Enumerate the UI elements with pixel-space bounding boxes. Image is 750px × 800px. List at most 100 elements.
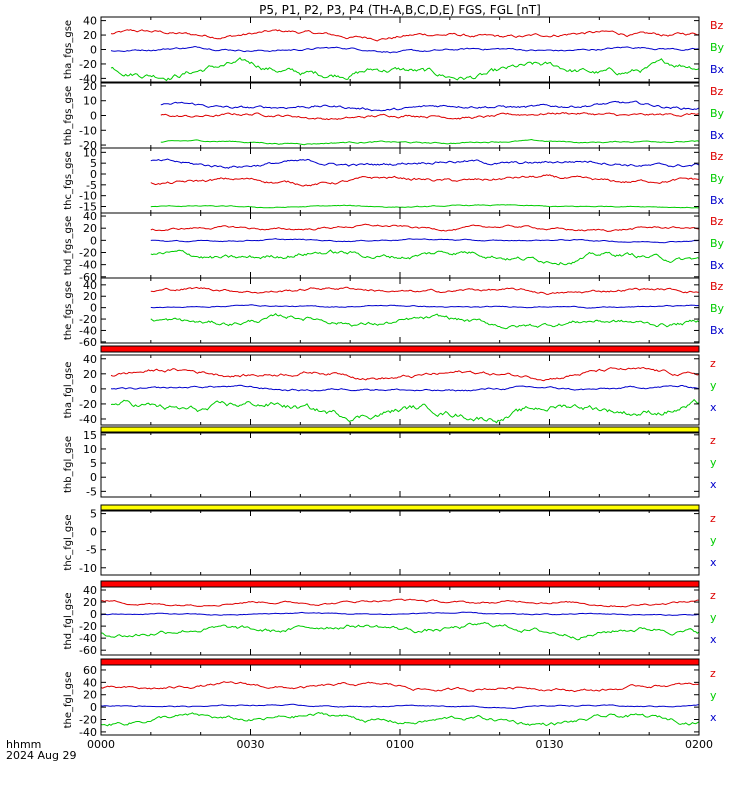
legend-Bx: Bx bbox=[710, 129, 725, 142]
series-line-Bz bbox=[150, 223, 700, 233]
y-tick-label: 60 bbox=[83, 664, 97, 677]
series-line-Bz bbox=[150, 286, 699, 295]
y-tick-label: 5 bbox=[90, 457, 97, 470]
panel-stack: BzByBx40200-20-40tha_fgs_gseBzByBx20100-… bbox=[63, 15, 725, 739]
y-tick-label: -20 bbox=[79, 398, 97, 411]
legend-z: z bbox=[710, 512, 716, 525]
y-axis-label: thc_fgs_gse bbox=[63, 151, 74, 210]
y-axis-label: thb_fgs_gse bbox=[63, 86, 74, 145]
series-line-z bbox=[100, 598, 700, 608]
time-axis-unit-label: hhmm bbox=[6, 738, 41, 751]
legend-Bx: Bx bbox=[710, 194, 725, 207]
legend-y: y bbox=[710, 689, 717, 702]
y-tick-label: 0 bbox=[90, 234, 97, 247]
series-line-Bx bbox=[150, 238, 700, 244]
series-line-Bx bbox=[150, 304, 700, 309]
legend-x: x bbox=[710, 556, 717, 569]
y-tick-label: 40 bbox=[83, 15, 97, 28]
y-tick-label: -15 bbox=[79, 201, 97, 214]
time-axis: 0000 0030 0100 0130 0200 bbox=[87, 738, 713, 751]
y-axis-label: thb_fgl_gse bbox=[63, 436, 74, 493]
y-axis-label: the_fgs_gse bbox=[63, 281, 74, 340]
series-line-Bx bbox=[110, 46, 700, 54]
series-line-By bbox=[110, 57, 700, 82]
y-tick-label: -5 bbox=[86, 485, 97, 498]
legend-z: z bbox=[710, 667, 716, 680]
legend-y: y bbox=[710, 456, 717, 469]
panel-frame bbox=[100, 212, 700, 279]
y-tick-label: -10 bbox=[79, 562, 97, 575]
y-tick-label: 20 bbox=[83, 80, 97, 93]
legend-y: y bbox=[710, 611, 717, 624]
y-tick-label: -20 bbox=[79, 620, 97, 633]
series-line-Bx bbox=[160, 100, 700, 112]
legend-Bz: Bz bbox=[710, 85, 724, 98]
y-axis-label: the_fgl_gse bbox=[63, 672, 74, 729]
legend-z: z bbox=[710, 434, 716, 447]
panel: zyx 40 20 0 -20 -40 tha_fgl_gse bbox=[63, 353, 717, 434]
y-tick-label: 10 bbox=[83, 146, 97, 159]
series-line-By bbox=[150, 313, 700, 330]
series-line-y bbox=[100, 621, 700, 641]
y-tick-label: -60 bbox=[79, 644, 97, 657]
legend-x: x bbox=[710, 401, 717, 414]
series-line-By bbox=[160, 138, 700, 146]
x-tick-label: 0100 bbox=[386, 738, 414, 751]
y-tick-label: -20 bbox=[79, 58, 97, 71]
legend-y: y bbox=[710, 534, 717, 547]
y-tick-label: 0 bbox=[90, 44, 97, 57]
y-tick-label: 20 bbox=[83, 596, 97, 609]
panel-frame bbox=[100, 16, 700, 83]
y-tick-label: 0 bbox=[90, 168, 97, 181]
y-tick-label: 40 bbox=[83, 279, 97, 292]
legend-x: x bbox=[710, 478, 717, 491]
legend-Bz: Bz bbox=[710, 19, 724, 32]
y-tick-label: 0 bbox=[90, 701, 97, 714]
y-tick-label: -10 bbox=[79, 190, 97, 203]
y-tick-label: 0 bbox=[90, 302, 97, 315]
y-axis-label: tha_fgs_gse bbox=[63, 20, 74, 79]
y-tick-label: 10 bbox=[83, 95, 97, 108]
series-line-z bbox=[110, 366, 700, 382]
legend-Bz: Bz bbox=[710, 150, 724, 163]
y-tick-label: 40 bbox=[83, 676, 97, 689]
series-line-x bbox=[100, 703, 700, 710]
panel-frame bbox=[100, 664, 700, 736]
y-axis-label: thd_fgs_gse bbox=[63, 216, 74, 275]
y-tick-label: 0 bbox=[90, 608, 97, 621]
series-line-y bbox=[110, 398, 700, 424]
y-tick-label: 20 bbox=[83, 29, 97, 42]
y-tick-label: 20 bbox=[83, 689, 97, 702]
y-tick-label: 40 bbox=[83, 210, 97, 223]
y-tick-label: -40 bbox=[79, 72, 97, 85]
panel-frame bbox=[100, 586, 700, 656]
y-tick-label: -60 bbox=[79, 271, 97, 284]
x-tick-label: 0130 bbox=[536, 738, 564, 751]
x-tick-label: 0030 bbox=[237, 738, 265, 751]
y-tick-label: 40 bbox=[83, 584, 97, 597]
y-tick-label: -60 bbox=[79, 336, 97, 349]
series-line-Bz bbox=[150, 174, 700, 187]
panel: zyx 5 0 -5 -10 thc_fgl_gse bbox=[63, 508, 717, 588]
series-line-Bz bbox=[160, 111, 700, 121]
y-tick-label: 5 bbox=[90, 508, 97, 521]
panel-frame bbox=[100, 82, 700, 149]
legend-Bx: Bx bbox=[710, 63, 725, 76]
legend-Bz: Bz bbox=[710, 215, 724, 228]
separator-bar bbox=[100, 580, 700, 588]
y-tick-label: 10 bbox=[83, 443, 97, 456]
separator-bar bbox=[100, 658, 700, 666]
y-tick-label: 0 bbox=[90, 383, 97, 396]
y-tick-label: 20 bbox=[83, 368, 97, 381]
y-axis-label: thc_fgl_gse bbox=[63, 514, 74, 570]
y-tick-label: -20 bbox=[79, 139, 97, 152]
y-tick-label: -5 bbox=[86, 179, 97, 192]
legend-By: By bbox=[710, 41, 725, 54]
series-line-By bbox=[150, 204, 700, 209]
series-line-Bx bbox=[150, 158, 700, 169]
y-axis-label: thd_fgl_gse bbox=[63, 593, 74, 650]
